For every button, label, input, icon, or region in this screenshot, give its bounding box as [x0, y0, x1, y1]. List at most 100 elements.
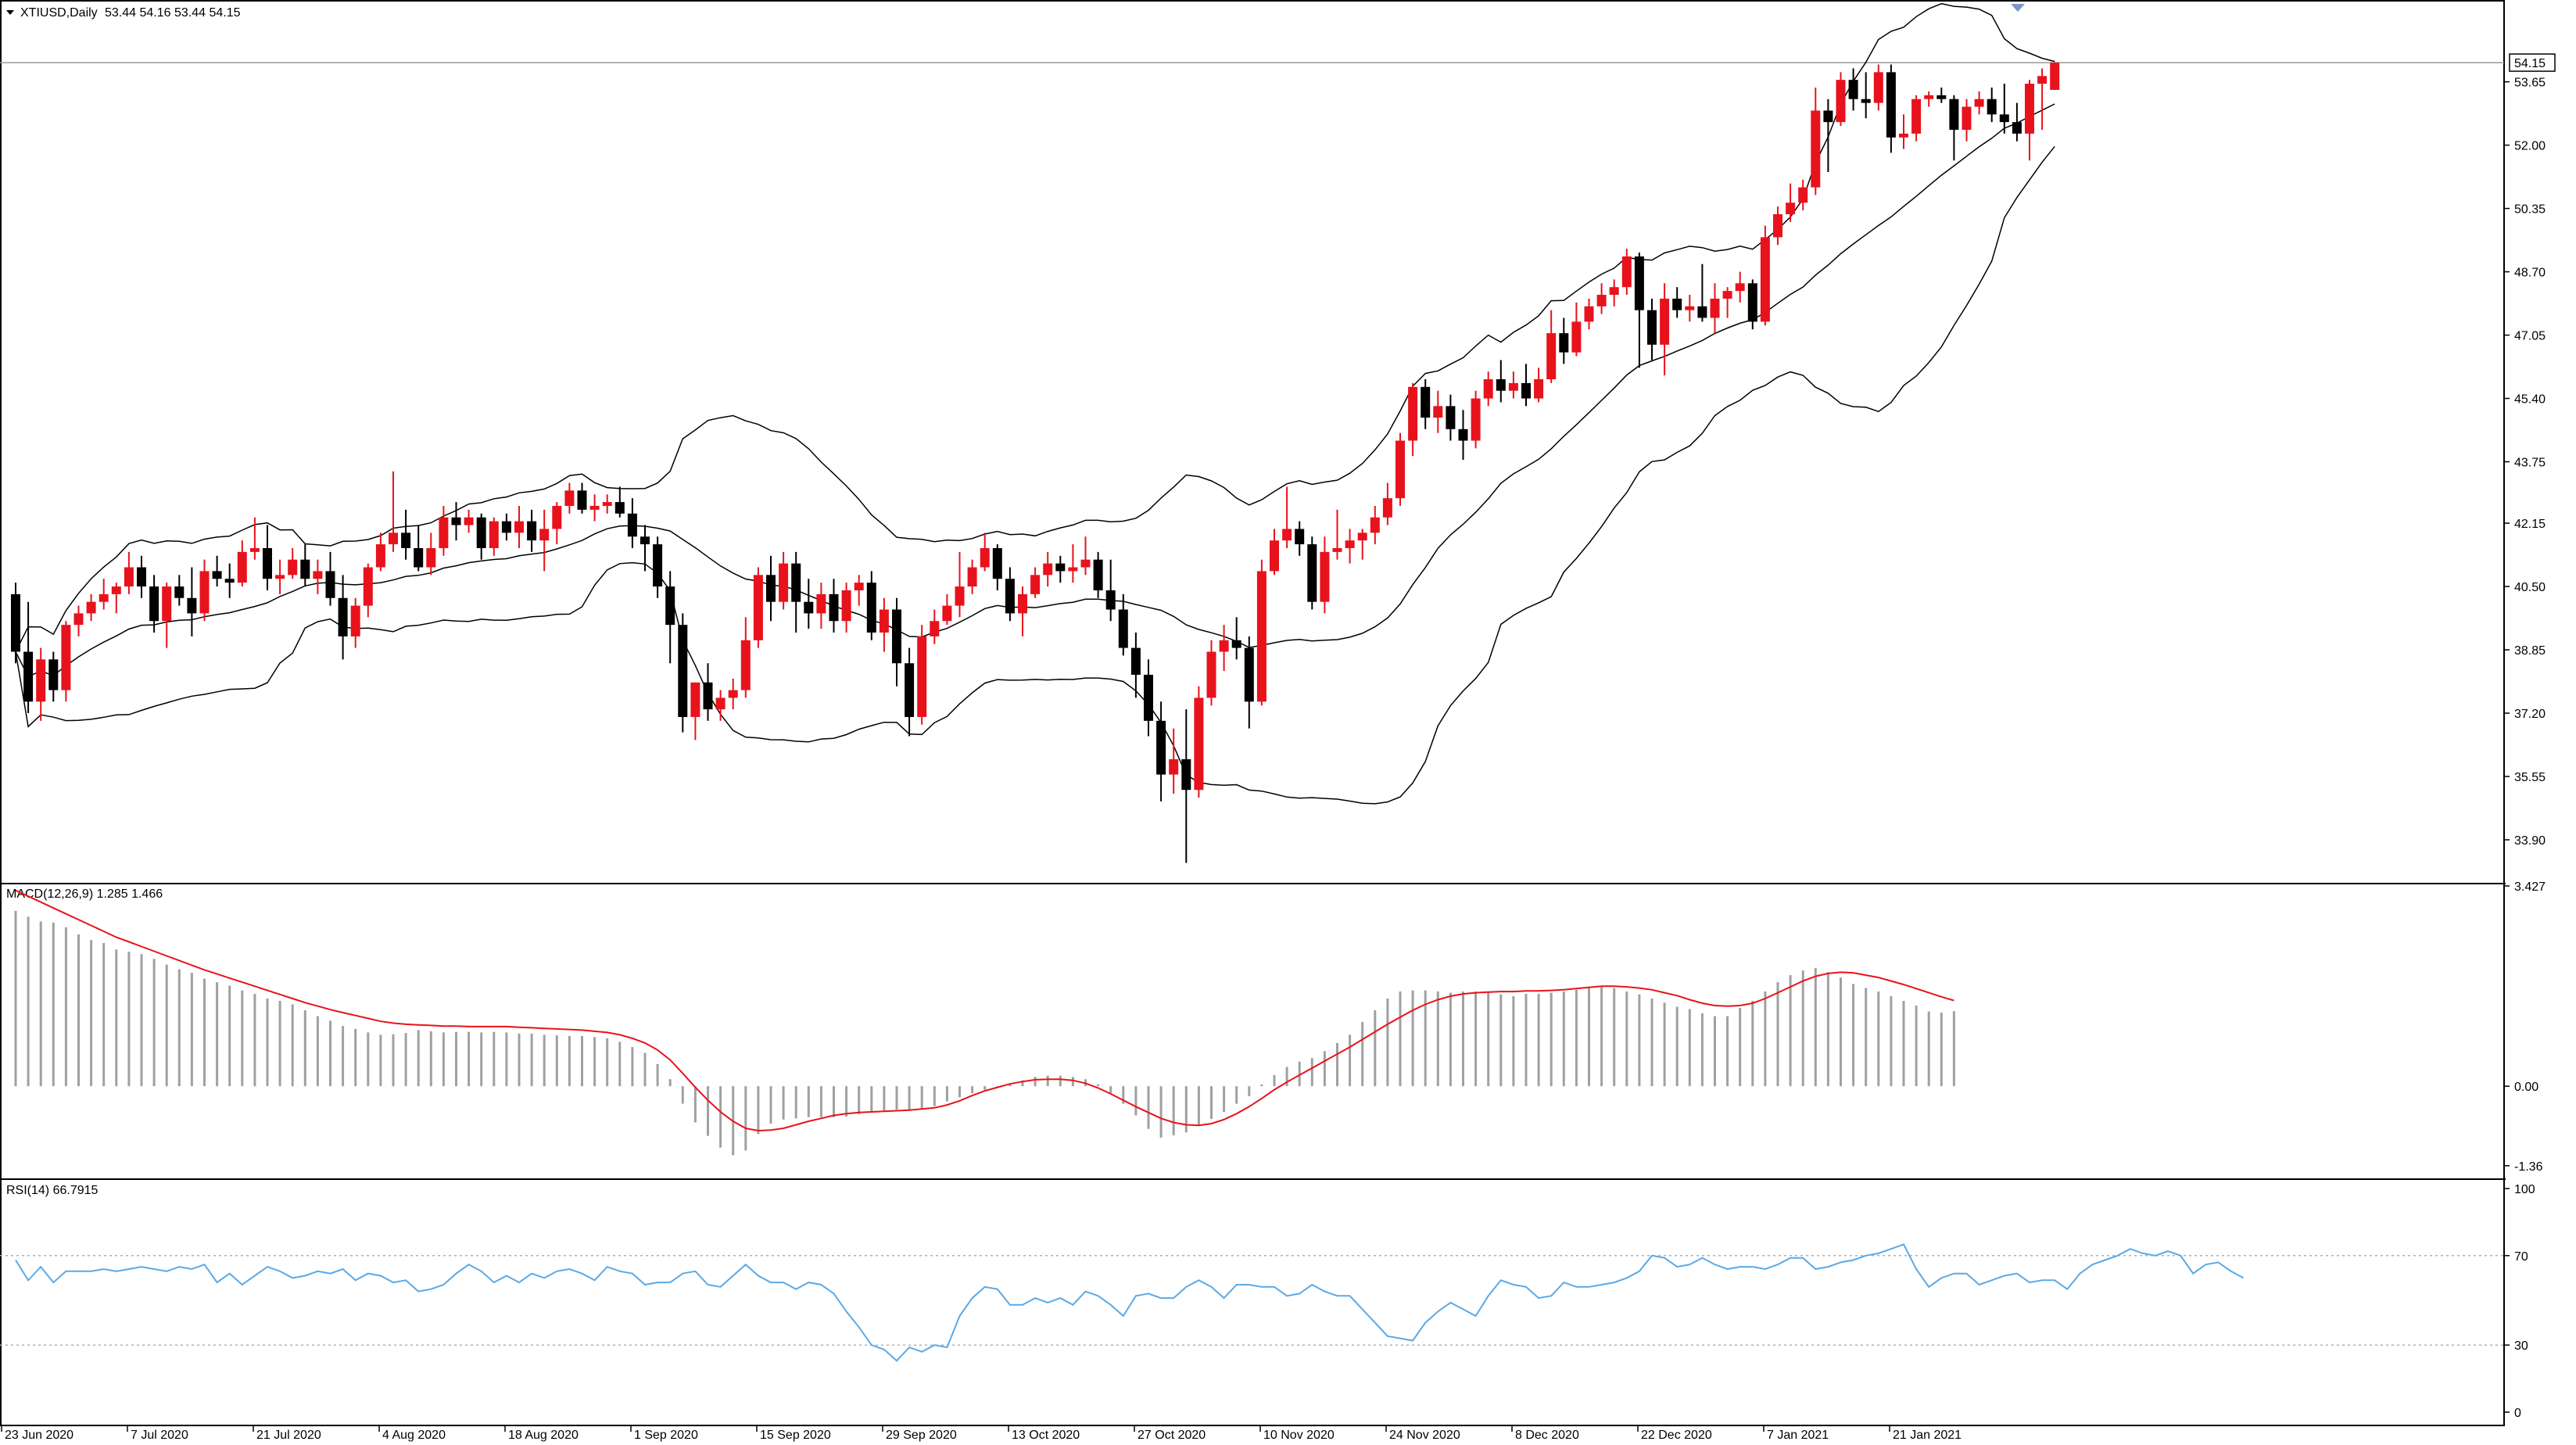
- candle-body: [1647, 310, 1657, 345]
- candle-body: [917, 636, 927, 717]
- date-tick-label: 15 Sep 2020: [760, 1429, 831, 1442]
- candle-body: [48, 659, 59, 690]
- candle-body: [640, 536, 650, 545]
- candle-body: [753, 575, 763, 640]
- candle-body: [1471, 398, 1481, 441]
- candle-body: [1521, 382, 1531, 399]
- candle-body: [564, 490, 575, 506]
- price-tick-label: 47.05: [2514, 330, 2546, 343]
- candle-body: [1332, 547, 1342, 552]
- candle-body: [1256, 571, 1267, 702]
- candle-body: [665, 586, 675, 626]
- candle-body: [1508, 382, 1518, 391]
- date-tick-label: 8 Dec 2020: [1515, 1429, 1579, 1442]
- candle-body: [1181, 758, 1191, 791]
- candle-body: [1672, 298, 1682, 310]
- candle-body: [1093, 559, 1103, 590]
- price-tick-label: 40.50: [2514, 581, 2546, 594]
- candle-body: [854, 583, 864, 590]
- candle-body: [589, 505, 600, 510]
- date-tick-label: 1 Sep 2020: [634, 1429, 698, 1442]
- candle-body: [728, 690, 738, 698]
- candle-body: [2025, 84, 2034, 134]
- rsi-pane[interactable]: RSI(14) 66.7915: [0, 1184, 2504, 1362]
- candle-body: [363, 567, 373, 606]
- candle-body: [1710, 298, 1720, 318]
- candle-body: [1798, 187, 1808, 203]
- candle-body: [61, 625, 71, 690]
- price-axis: 53.65 52.00 50.35 48.70 47.05 45.40 43.75 42.15…: [2504, 77, 2546, 848]
- date-tick-label: 21 Jan 2021: [1893, 1429, 1962, 1442]
- candle-body: [451, 517, 461, 525]
- candle-body: [11, 593, 20, 652]
- macd-tick-label: 3.427: [2514, 880, 2546, 894]
- macd-tick-label: -1.36: [2514, 1160, 2543, 1174]
- dropdown-triangle-icon[interactable]: [6, 10, 14, 15]
- candle-body: [1282, 529, 1292, 541]
- candle-body: [338, 597, 348, 636]
- price-pane[interactable]: [0, 2, 2504, 863]
- candle-body: [1005, 579, 1015, 614]
- price-tick-label: 38.85: [2514, 644, 2546, 658]
- candle-body: [426, 547, 436, 568]
- date-tick-label: 18 Aug 2020: [508, 1429, 579, 1442]
- candle-body: [1685, 306, 1695, 310]
- candle-body: [86, 601, 96, 614]
- date-tick-label: 24 Nov 2020: [1389, 1429, 1460, 1442]
- candle-body: [1244, 647, 1254, 702]
- bb-lower-line: [15, 145, 2055, 805]
- macd-pane[interactable]: MACD(12,26,9) 1.285 1.466: [6, 887, 1955, 1156]
- candle-body: [1911, 99, 1922, 134]
- candle-body: [1030, 575, 1041, 594]
- candle-body: [1270, 540, 1279, 572]
- candle-body: [375, 544, 385, 568]
- candle-body: [237, 551, 247, 583]
- candle-body: [1609, 287, 1619, 296]
- price-tick-label: 42.15: [2514, 518, 2546, 531]
- candle-body: [1458, 428, 1468, 441]
- macd-axis: 3.427 0.00 -1.36: [2504, 880, 2546, 1174]
- candle-body: [804, 601, 814, 614]
- candle-body: [249, 547, 260, 552]
- candle-body: [1974, 99, 1984, 107]
- candle-body: [942, 605, 952, 622]
- rsi-tick-label: 30: [2514, 1339, 2528, 1353]
- candle-body: [602, 502, 612, 506]
- price-tick-label: 50.35: [2514, 203, 2546, 217]
- date-tick-label: 4 Aug 2020: [382, 1429, 446, 1442]
- candle-body: [1320, 551, 1330, 602]
- candle-body: [1219, 640, 1229, 652]
- candle-body: [1660, 298, 1670, 345]
- candle-body: [1156, 720, 1166, 775]
- macd-title: MACD(12,26,9) 1.285 1.466: [6, 887, 163, 901]
- candle-body: [1483, 379, 1493, 399]
- candle-body: [1747, 283, 1757, 322]
- candle-body: [1307, 544, 1317, 602]
- price-tick-label: 43.75: [2514, 457, 2546, 470]
- candle-body: [224, 579, 235, 583]
- candle-body: [389, 532, 398, 545]
- candle-body: [614, 502, 625, 514]
- macd-signal-line: [15, 889, 1954, 1132]
- candle-body: [992, 547, 1002, 579]
- bb-upper-line: [15, 2, 2055, 652]
- shift-marker-icon[interactable]: [2011, 4, 2025, 12]
- date-tick-label: 27 Oct 2020: [1138, 1429, 1206, 1442]
- candle-body: [690, 682, 700, 717]
- candle-body: [678, 625, 688, 717]
- candle-body: [514, 521, 524, 533]
- candle-body: [1231, 640, 1241, 648]
- candle-body: [1962, 106, 1972, 130]
- candle-body: [325, 571, 335, 598]
- candle-body: [1130, 647, 1141, 675]
- bb-middle-line: [15, 103, 2055, 678]
- last-price-tag-box: [2509, 53, 2556, 72]
- price-tick-label: 53.65: [2514, 77, 2546, 90]
- candle-body: [1861, 99, 1871, 103]
- symbol-label: XTIUSD,Daily: [20, 6, 98, 20]
- candle-body: [829, 593, 839, 622]
- last-price-tag-value: 54.15: [2514, 57, 2546, 70]
- candle-body: [1105, 590, 1116, 610]
- candle-body: [1018, 593, 1027, 614]
